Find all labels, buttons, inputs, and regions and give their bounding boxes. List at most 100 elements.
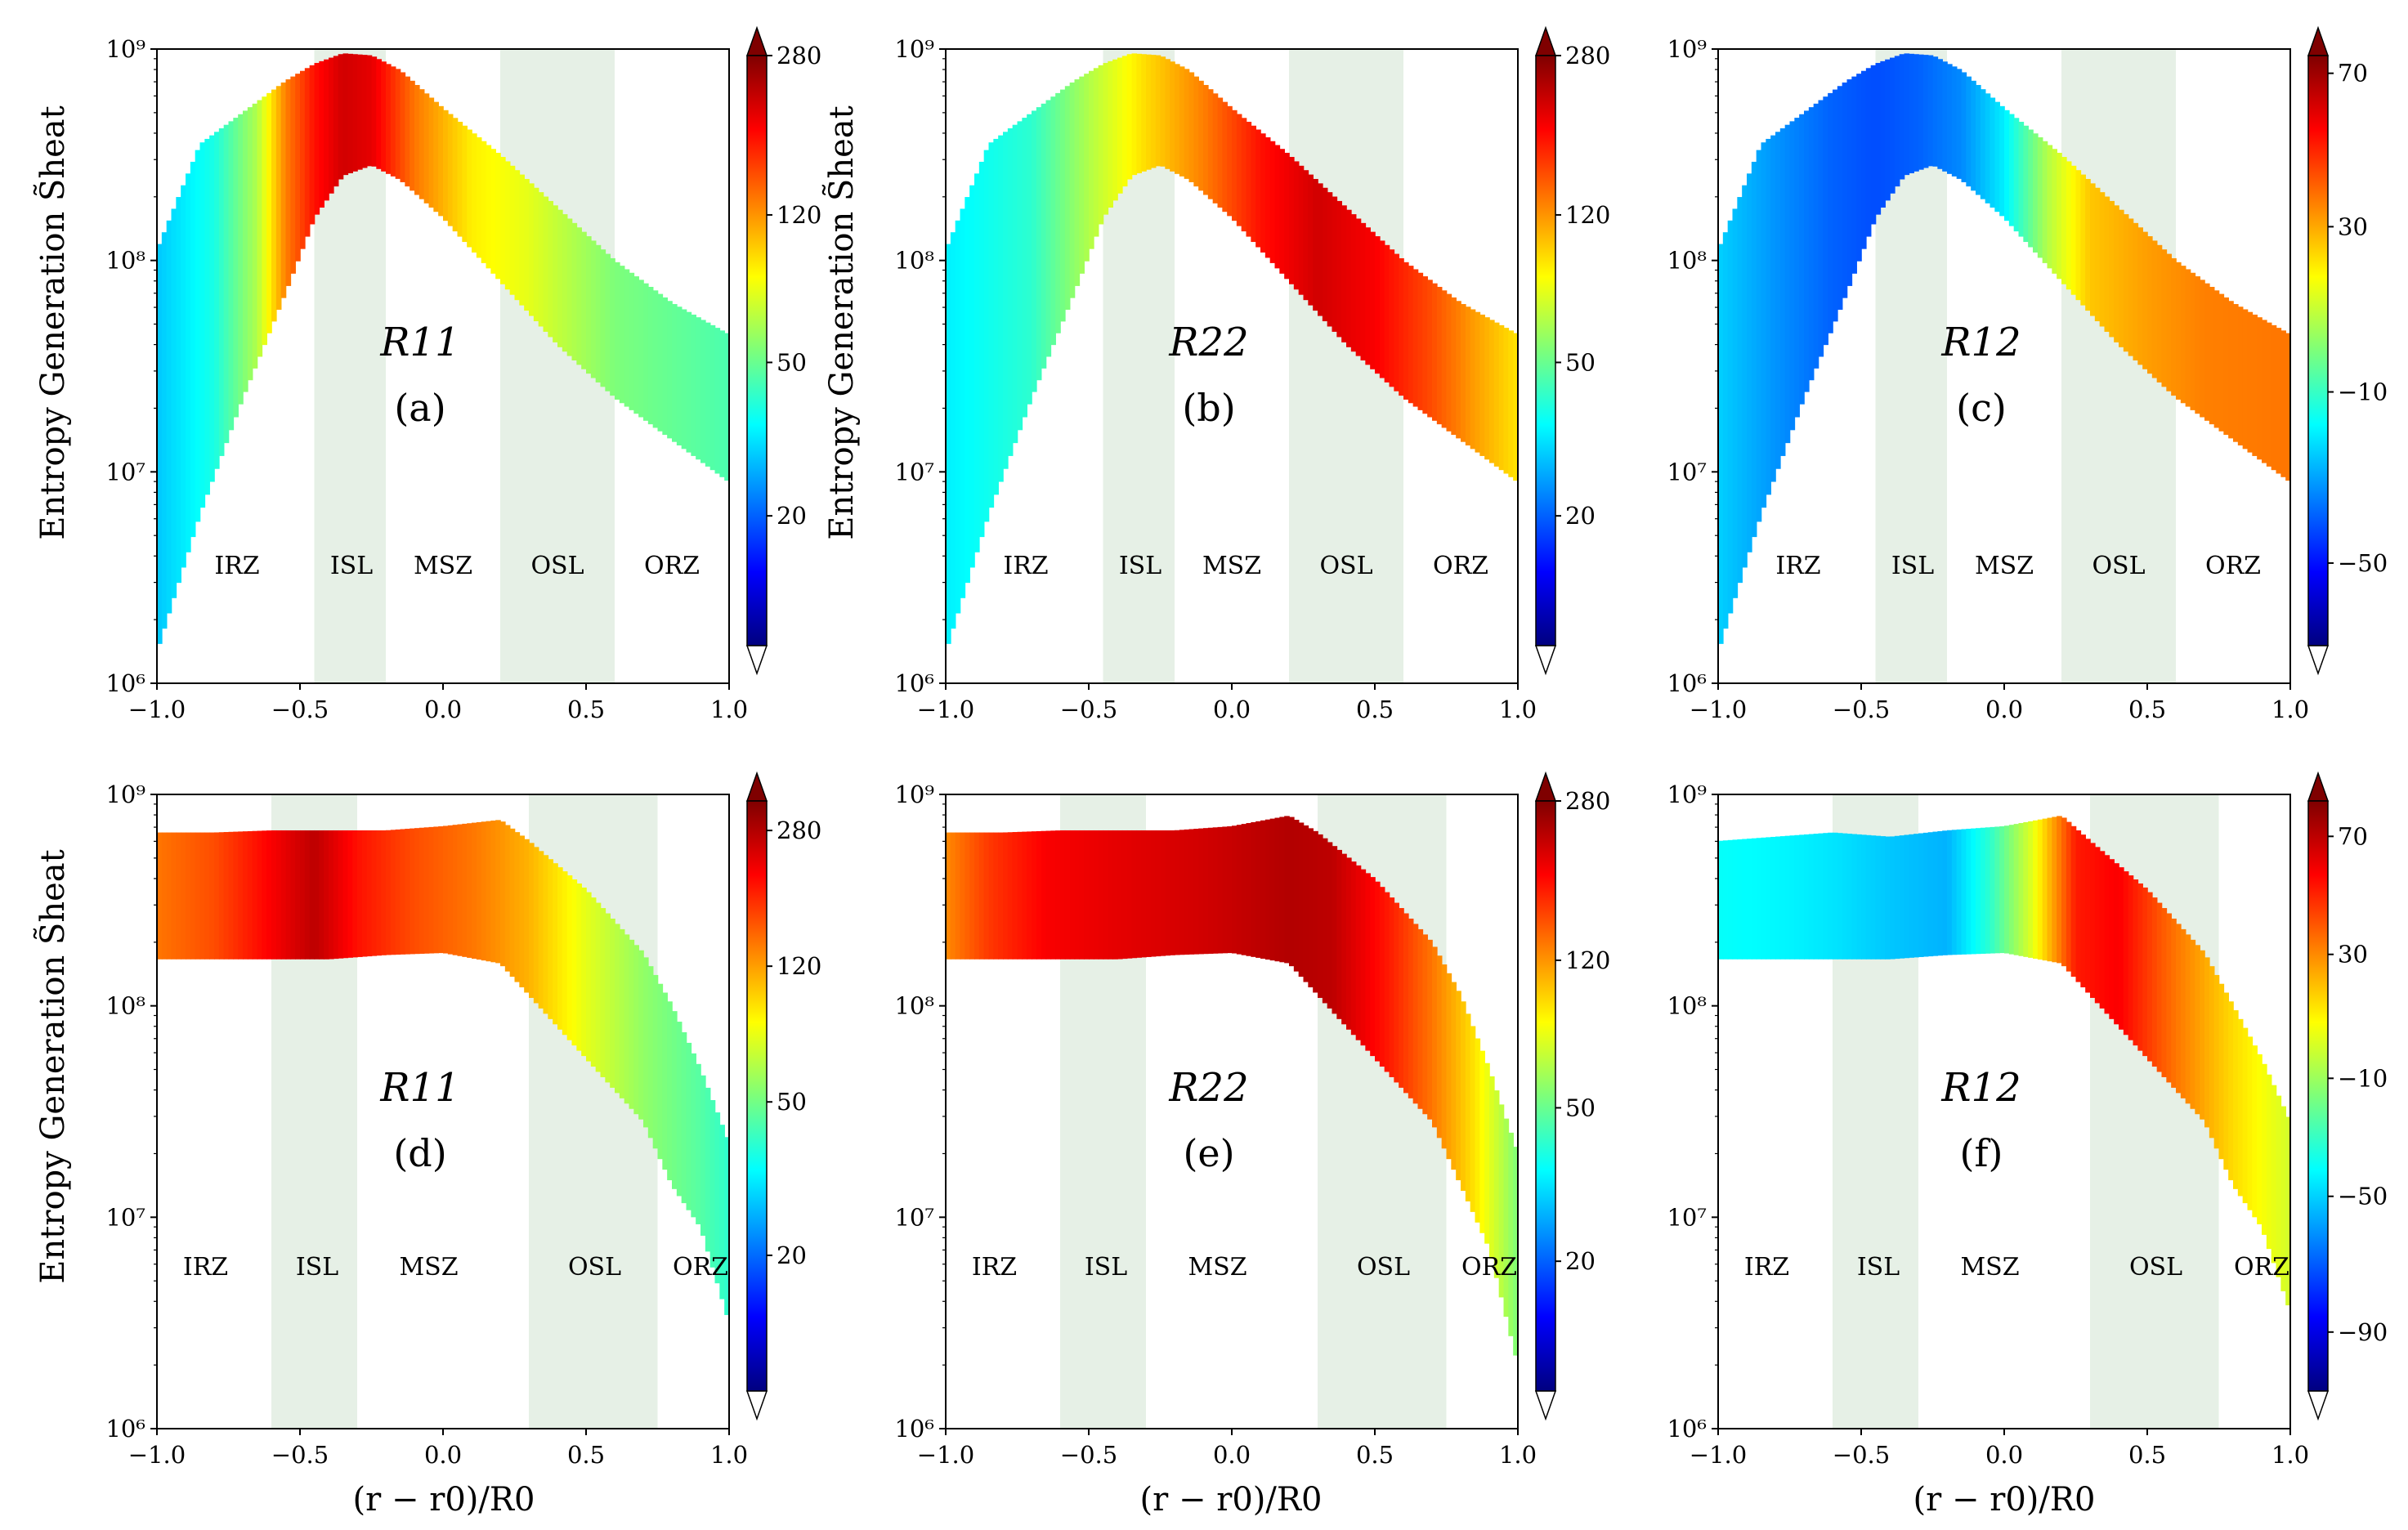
heatmap-cell: [691, 314, 696, 456]
heatmap-cell: [2247, 311, 2254, 453]
heatmap-cell: [2075, 170, 2082, 301]
y-tick-label: 10⁸: [894, 992, 934, 1020]
heatmap-cell: [428, 97, 435, 208]
heatmap-cell: [605, 253, 611, 391]
heatmap-cell: [998, 832, 1004, 960]
panel-d: −1.0 −0.5 0.0 0.5 1.0 10⁶ 10⁷ 10⁸ 10⁹ IRZ ISL MSZ OS…: [105, 771, 821, 1469]
heatmap-cell: [2195, 945, 2200, 1115]
x-tick-label: −0.5: [1833, 696, 1890, 723]
heatmap-cell: [1971, 80, 1976, 191]
heatmap-cell: [204, 832, 210, 960]
heatmap-cell: [1093, 830, 1099, 960]
heatmap-cell: [2195, 276, 2200, 414]
heatmap-cell: [275, 86, 282, 311]
heatmap-cell: [314, 63, 320, 215]
heatmap-cell: [1470, 309, 1476, 450]
heatmap-cell: [1470, 1026, 1476, 1212]
heatmap-cell: [309, 65, 316, 225]
heatmap-cell: [600, 908, 606, 1077]
heatmap-cell: [1232, 110, 1238, 221]
heatmap-cell: [1932, 56, 1939, 167]
colorbar-tick-label: 120: [777, 201, 821, 229]
heatmap-cell: [1980, 827, 1986, 954]
heatmap-cell: [2114, 205, 2119, 342]
heatmap-cell: [529, 183, 535, 316]
heatmap-cell: [243, 110, 248, 392]
heatmap-cell: [2180, 266, 2186, 404]
heatmap-cell: [1184, 829, 1190, 955]
heatmap-cell: [1961, 72, 1967, 182]
heatmap-cell: [1961, 829, 1967, 955]
x-axis-label-left: (r − r0)/R0: [353, 1481, 535, 1519]
heatmap-cell: [472, 822, 477, 960]
heatmap-cell: [1264, 136, 1271, 258]
x-tick-label: −0.5: [1833, 1441, 1890, 1469]
heatmap-cell: [2280, 1106, 2286, 1291]
heatmap-cell: [1017, 831, 1023, 960]
heatmap-cell: [423, 93, 430, 204]
heatmap-cell: [1422, 934, 1428, 1115]
heatmap-cell: [1403, 262, 1409, 400]
heatmap-cell: [1927, 55, 1934, 167]
heatmap-cell: [209, 832, 215, 960]
colorbar-gradient: [2307, 55, 2329, 646]
heatmap-cell: [1379, 887, 1385, 1067]
heatmap-cell: [2137, 227, 2143, 365]
heatmap-cell: [1284, 152, 1290, 280]
heatmap-cell: [410, 828, 415, 955]
heatmap-cell: [257, 830, 263, 960]
heatmap-cell: [262, 830, 267, 960]
heatmap-cell: [1041, 830, 1047, 960]
heatmap-cell: [1784, 835, 1791, 960]
heatmap-cell: [481, 141, 487, 263]
x-tick-label: 0.5: [1356, 696, 1394, 723]
heatmap-cell: [495, 820, 501, 964]
heatmap-cell: [285, 830, 292, 960]
colorbar: −50 −10 30 70: [2307, 25, 2388, 676]
x-tick-label: −1.0: [1690, 1441, 1747, 1469]
heatmap: [157, 53, 730, 644]
heatmap-cell: [1818, 833, 1824, 960]
heatmap-cell: [467, 823, 472, 958]
colorbar-tick-label: 30: [2338, 941, 2368, 969]
heatmap-cell: [998, 135, 1004, 482]
heatmap-cell: [1779, 128, 1786, 456]
region-label-msz: MSZ: [1975, 552, 2034, 580]
heatmap-cell: [946, 244, 951, 644]
y-tick-label: 10⁸: [1667, 992, 1707, 1020]
heatmap-cell: [1427, 939, 1433, 1120]
heatmap-cell: [590, 897, 597, 1067]
heatmap-cell: [443, 110, 449, 221]
x-tick-label: −0.5: [271, 1441, 329, 1469]
x-tick-label: 0.0: [1985, 1441, 2023, 1469]
colorbar-tick-label: −50: [2338, 1183, 2388, 1210]
heatmap-cell: [447, 825, 454, 955]
heatmap-cell: [1885, 59, 1891, 201]
heatmap-cell: [252, 830, 258, 960]
heatmap-cell: [2171, 918, 2177, 1088]
heatmap-cell: [1899, 835, 1905, 959]
y-tick-label: 10⁸: [105, 247, 145, 275]
heatmap-cell: [1279, 816, 1285, 963]
heatmap-cell: [2037, 819, 2043, 960]
heatmap-cell: [1417, 928, 1424, 1109]
heatmap-cell: [2228, 301, 2234, 439]
heatmap-cell: [1384, 892, 1390, 1072]
heatmap-cell: [714, 1112, 721, 1284]
heatmap-cell: [329, 57, 334, 194]
heatmap-cell: [243, 831, 248, 960]
heatmap-cell: [1846, 834, 1853, 960]
heatmap-cell: [333, 830, 339, 960]
heatmap-cell: [300, 70, 306, 249]
heatmap-cell: [1193, 829, 1199, 955]
heatmap-cell: [647, 966, 654, 1139]
heatmap-cell: [1880, 836, 1886, 960]
y-tick-label: 10⁹: [1667, 781, 1707, 808]
colorbar-gradient: [746, 800, 768, 1392]
heatmap-cell: [2128, 875, 2134, 1040]
heatmap-cell: [1050, 830, 1056, 960]
colorbar-extend-bottom: [1534, 645, 1557, 676]
heatmap-cell: [1089, 70, 1094, 249]
y-tick-label: 10⁷: [894, 1203, 934, 1231]
